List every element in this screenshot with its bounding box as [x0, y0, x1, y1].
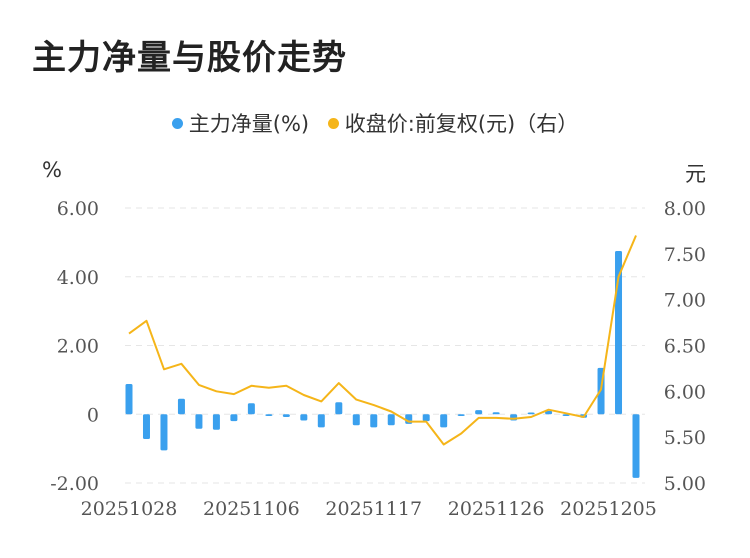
x-tick-label: 20251106	[203, 498, 300, 520]
y-left-tick-label: 0	[87, 404, 99, 426]
y-right-tick-label: 6.50	[664, 336, 706, 358]
bar	[195, 414, 203, 429]
y-left-tick-label: 6.00	[57, 198, 99, 220]
legend-dot-bar-icon	[171, 118, 183, 129]
y-right-tick-label: 8.00	[664, 198, 706, 220]
bar	[422, 414, 430, 422]
bar	[300, 414, 308, 421]
bar	[387, 414, 395, 426]
bar	[632, 414, 640, 478]
bar	[527, 412, 535, 415]
y-left-tick-label: 2.00	[57, 336, 99, 358]
x-tick-label: 20251117	[325, 498, 422, 520]
bar	[212, 414, 220, 430]
x-tick-label: 20251126	[448, 498, 545, 520]
y-left-tick-label: 4.00	[57, 267, 99, 289]
chart-title: 主力净量与股价走势	[32, 38, 347, 78]
bar	[475, 410, 483, 415]
x-tick-label: 20251205	[560, 498, 657, 520]
bar	[125, 384, 133, 415]
close-price-line	[128, 235, 637, 446]
bar	[160, 414, 168, 451]
bar	[247, 403, 255, 415]
bar	[352, 414, 360, 426]
right-axis-unit: 元	[685, 162, 706, 186]
bar	[440, 414, 448, 428]
bar	[230, 414, 238, 422]
y-right-tick-label: 5.50	[664, 427, 706, 449]
y-right-tick-label: 5.00	[664, 473, 706, 495]
legend-label-net-volume: 主力净量(%)	[188, 112, 310, 136]
legend-item-net-volume[interactable]: 主力净量(%)	[171, 108, 310, 138]
bar	[457, 414, 465, 416]
legend-label-close-price: 收盘价:前复权(元)（右）	[344, 112, 579, 136]
bar	[492, 412, 500, 415]
y-right-tick-label: 6.00	[664, 381, 706, 403]
bar	[370, 414, 378, 428]
y-right-tick-label: 7.50	[664, 244, 706, 266]
bar	[335, 402, 343, 415]
bar	[177, 398, 185, 415]
left-axis-unit: %	[42, 158, 62, 182]
y-right-tick-label: 7.00	[664, 290, 706, 312]
y-left-tick-label: -2.00	[50, 473, 99, 495]
bar	[282, 414, 290, 417]
legend-item-close-price[interactable]: 收盘价:前复权(元)（右）	[327, 108, 579, 138]
x-tick-label: 20251028	[81, 498, 178, 520]
legend-dot-line-icon	[327, 118, 339, 129]
bar	[142, 414, 150, 439]
bar	[545, 410, 553, 415]
bar	[317, 414, 325, 428]
legend: 主力净量(%) 收盘价:前复权(元)（右）	[0, 108, 750, 138]
bar	[265, 414, 273, 416]
